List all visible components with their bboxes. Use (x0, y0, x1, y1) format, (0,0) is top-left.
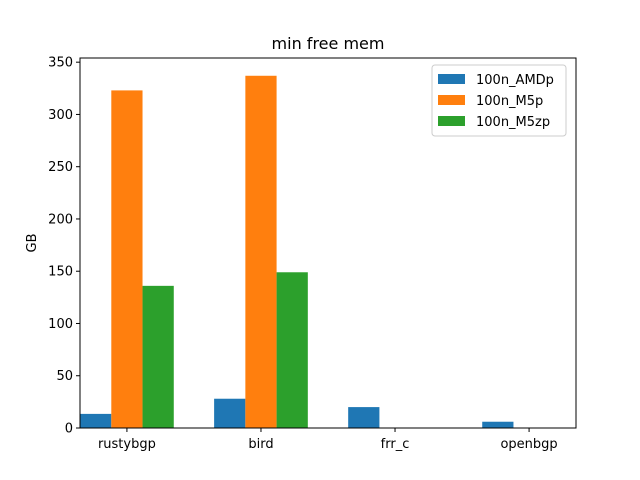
legend-box (431, 64, 567, 137)
y-tick-label: 0 (65, 422, 73, 437)
x-tick-label: openbgp (500, 437, 557, 452)
legend-label: 100n_M5zp (476, 115, 550, 130)
bar-100n_M5zp-bird (276, 272, 308, 428)
legend-label: 100n_M5p (476, 94, 543, 109)
axes: 0 50 100 150 200 250 300 350 rustybgp bird frr_c op… (48, 56, 577, 452)
y-tick-label: 350 (48, 56, 73, 71)
y-tick-label: 150 (48, 265, 73, 280)
bar-100n_AMDp-rustybgp (80, 413, 112, 428)
chart-title: min free mem (272, 34, 385, 53)
y-tick-label: 300 (48, 108, 73, 123)
plot-frame (79, 57, 577, 429)
y-tick-label: 50 (56, 369, 73, 384)
bar-100n_AMDp-bird (214, 398, 246, 428)
y-axis-label: GB (25, 234, 40, 253)
plot-area (80, 75, 514, 429)
bar-100n_AMDp-frr_c (348, 407, 380, 428)
legend: 100n_AMDp 100n_M5p 100n_M5zp (431, 64, 567, 137)
x-tick-label: frr_c (381, 437, 410, 452)
y-tick-label: 250 (48, 160, 73, 175)
legend-swatch (438, 74, 465, 84)
bar-100n_M5p-rustybgp (111, 90, 143, 429)
bar-100n_AMDp-openbgp (482, 421, 514, 428)
y-tick-label: 100 (48, 317, 73, 332)
legend-label: 100n_AMDp (476, 73, 554, 88)
x-tick-label: bird (248, 437, 273, 452)
legend-swatch (438, 95, 465, 105)
bar-100n_M5p-bird (245, 75, 277, 429)
x-tick-label: rustybgp (98, 437, 156, 452)
bar-100n_M5zp-rustybgp (142, 285, 174, 428)
legend-swatch (438, 116, 465, 126)
y-tick-label: 200 (48, 212, 73, 227)
